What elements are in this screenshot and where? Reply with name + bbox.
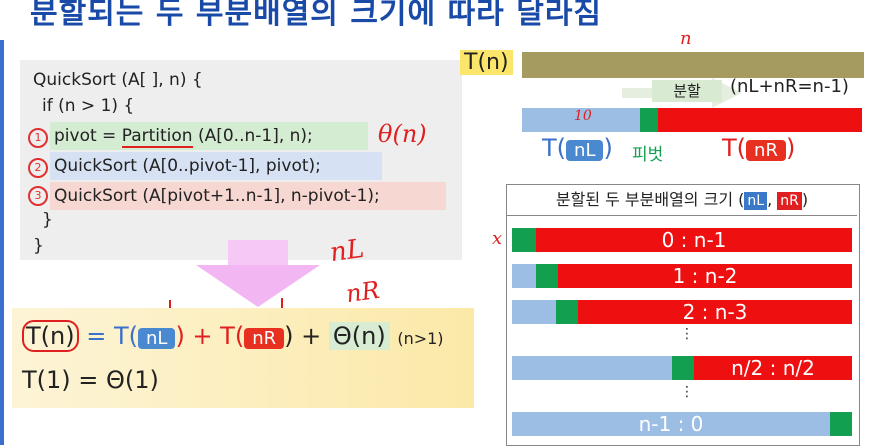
table-row-1-right xyxy=(536,228,852,252)
recurrence-nR-pill: nR xyxy=(244,328,285,349)
handwritten-nL: nL xyxy=(328,233,366,269)
size-equation: (nL+nR=n-1) xyxy=(730,76,849,97)
recurrence-base: T(1) = Θ(1) xyxy=(22,366,159,394)
full-array-bar xyxy=(522,52,864,78)
table-row-3-label: 2 : n-3 xyxy=(682,300,748,324)
left-t-label: T(nL) xyxy=(542,134,613,162)
code-line-1: QuickSort (A[ ], n) { xyxy=(33,70,203,90)
table-header-sep: , xyxy=(767,190,778,209)
right-subarray-bar xyxy=(658,108,862,132)
table-row-3-pivot xyxy=(556,300,578,324)
handwritten-nR: nR xyxy=(344,275,382,309)
down-arrow-head xyxy=(196,265,320,307)
code-line-4: QuickSort (A[0..pivot-1], pivot); xyxy=(54,156,321,176)
down-arrow-shaft xyxy=(228,240,288,266)
right-t-label: T(nR) xyxy=(722,134,795,162)
left-t-close: ) xyxy=(603,134,613,162)
highlight-left-call xyxy=(50,152,382,180)
slide-title: 분할되는 두 부분배열의 크기에 따라 달라짐 xyxy=(30,0,603,31)
left-accent-bar xyxy=(0,40,4,445)
table-row-4-left xyxy=(512,356,672,380)
table-header-nL: nL xyxy=(744,192,768,210)
handwritten-n: n xyxy=(680,28,692,49)
code-pivot-assign: pivot = xyxy=(54,126,122,146)
code-line-7: } xyxy=(33,236,44,256)
step-1-mark: 1 xyxy=(28,128,48,148)
left-subarray-bar xyxy=(522,108,640,132)
table-header-nR: nR xyxy=(777,192,802,210)
pivot-label: 피벗 xyxy=(632,145,664,165)
left-t-open: T( xyxy=(542,134,567,162)
right-nR-pill: nR xyxy=(746,140,786,161)
handwritten-x: x xyxy=(492,228,503,249)
tn-label: T(n) xyxy=(460,50,513,75)
code-line-3: pivot = Partition (A[0..n-1], n); xyxy=(54,126,313,148)
table-header-text: 분할된 두 부분배열의 크기 ( xyxy=(555,190,745,209)
handwritten-ten: 10 xyxy=(574,108,592,124)
table-row-4-label: n/2 : n/2 xyxy=(731,356,815,380)
recurrence-condition: (n>1) xyxy=(397,329,444,348)
table-row-5-left xyxy=(512,412,830,436)
table-row-2-right xyxy=(558,264,852,288)
step-3-mark: 3 xyxy=(28,186,48,206)
recurrence-plus: ) + xyxy=(284,322,329,350)
split-label: 분할 xyxy=(652,80,722,102)
recurrence-box xyxy=(12,308,474,408)
pivot-bar xyxy=(640,108,658,132)
table-row-3-left xyxy=(512,300,556,324)
table-header-close: ) xyxy=(801,190,809,209)
recurrence-tn: T(n) xyxy=(22,320,79,352)
table-row-2-left xyxy=(512,264,536,288)
highlight-pivot-line xyxy=(50,122,368,150)
table-row-4-right xyxy=(694,356,852,380)
step-2-mark: 2 xyxy=(28,158,48,178)
right-t-close: ) xyxy=(785,134,796,162)
recurrence-theta: Θ(n) xyxy=(328,322,390,350)
right-t-open: T( xyxy=(722,134,747,162)
table-row-3-right xyxy=(578,300,852,324)
table-row-5-label: n-1 : 0 xyxy=(638,412,704,436)
recurrence-line: T(n) = T(nL) + T(nR) + Θ(n) (n>1) xyxy=(22,320,444,352)
highlight-right-call xyxy=(50,182,446,210)
table-ellipsis-2: ⋮ xyxy=(680,384,694,400)
table-row-5-pivot xyxy=(830,412,852,436)
code-line-2: if (n > 1) { xyxy=(42,96,135,116)
table-row-1-label: 0 : n-1 xyxy=(661,228,727,252)
table-row-1-pivot xyxy=(512,228,536,252)
code-line-5: QuickSort (A[pivot+1..n-1], n-pivot-1); xyxy=(54,186,380,206)
code-line-6: } xyxy=(42,210,53,230)
table-row-2-pivot xyxy=(536,264,558,288)
table-row-4-pivot xyxy=(672,356,694,380)
table-ellipsis-1: ⋮ xyxy=(680,326,694,342)
recurrence-plus-t: ) + T( xyxy=(175,322,245,350)
code-partition-call: Partition xyxy=(121,126,193,148)
left-nL-pill: nL xyxy=(566,140,604,161)
table-row-2-label: 1 : n-2 xyxy=(672,264,738,288)
code-partition-args: (A[0..n-1], n); xyxy=(192,126,313,146)
recurrence-eq: = T( xyxy=(78,322,138,350)
handwritten-theta-n: θ(n) xyxy=(378,120,427,148)
recurrence-nL-pill: nL xyxy=(138,328,176,349)
table-header: 분할된 두 부분배열의 크기 (nL, nR) xyxy=(507,185,857,216)
